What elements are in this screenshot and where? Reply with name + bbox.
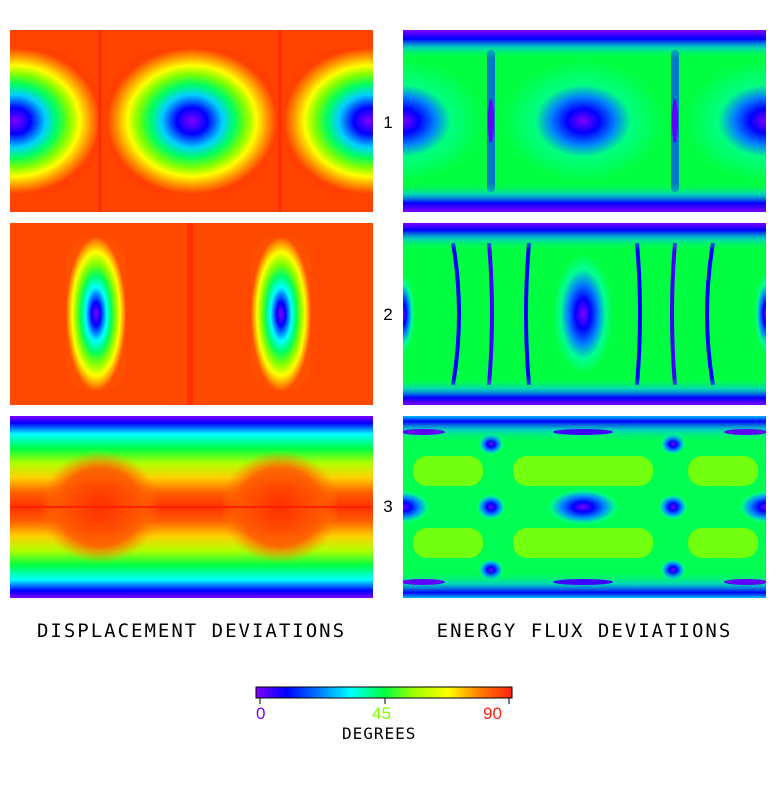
displacement-panel-2 <box>10 223 373 405</box>
energy-flux-panel-1 <box>403 30 766 212</box>
energy-flux-panel-3 <box>403 416 766 598</box>
displacement-panel-3 <box>10 416 373 598</box>
row-label-3: 3 <box>383 497 393 516</box>
colorbar-title: DEGREES <box>342 724 417 743</box>
displacement-panel-1 <box>10 30 373 212</box>
row-label-1: 1 <box>383 113 393 132</box>
colorbar <box>255 686 513 704</box>
colorbar-mid-label: 45 <box>372 704 391 723</box>
colorbar-max-label: 90 <box>483 704 502 723</box>
row-label-2: 2 <box>383 305 393 324</box>
energy-flux-panel-2 <box>403 223 766 405</box>
displacement-deviations-title: DISPLACEMENT DEVIATIONS <box>36 620 347 642</box>
colorbar-min-label: 0 <box>256 704 266 723</box>
energy-flux-deviations-title: ENERGY FLUX DEVIATIONS <box>436 620 733 642</box>
